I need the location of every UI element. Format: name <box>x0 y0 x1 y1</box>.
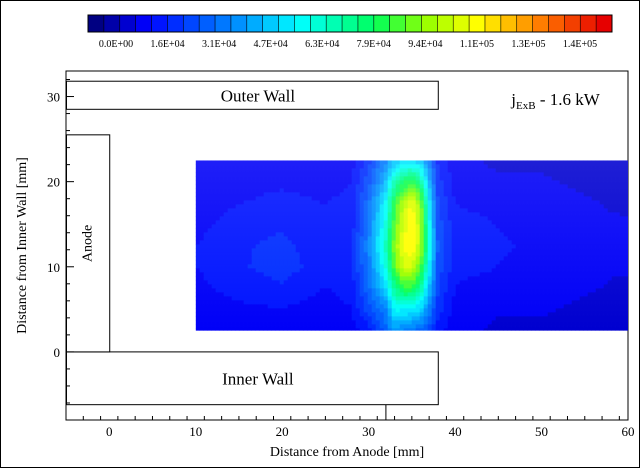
colorbar-segment <box>437 15 454 32</box>
outer-wall-label: Outer Wall <box>221 86 296 105</box>
colorbar-segment <box>88 15 105 32</box>
anode-shape <box>66 134 111 353</box>
inner-wall-label: Inner Wall <box>222 369 294 388</box>
colorbar-segment <box>453 15 470 32</box>
outer-wall-shape <box>66 80 439 110</box>
colorbar-segment <box>532 15 549 32</box>
colorbar-segment <box>564 15 581 32</box>
annotation-main: j <box>510 90 516 109</box>
chart-annotation: jExB - 1.6 kW <box>510 90 600 112</box>
x-tick-label: 40 <box>449 424 462 439</box>
colorbar-segment <box>342 15 359 32</box>
y-axis-label: Distance from Inner Wall [mm] <box>15 157 30 334</box>
colorbar-segment <box>389 15 407 32</box>
colorbar-tick-label: 0.0E+00 <box>99 39 133 50</box>
x-axis: 0 10 20 30 40 50 60 <box>65 416 635 439</box>
colorbar-tick-label: 3.1E+04 <box>202 39 236 50</box>
colorbar-segment <box>326 15 343 32</box>
colorbar-segment <box>215 15 232 32</box>
x-tick-label: 20 <box>276 424 289 439</box>
colorbar-segment <box>469 15 486 32</box>
anode-label: Anode <box>81 225 96 262</box>
y-tick-label: 20 <box>47 175 60 190</box>
colorbar-segment <box>548 15 565 32</box>
colorbar-segment <box>199 15 216 32</box>
x-tick-label: 50 <box>535 424 548 439</box>
colorbar-segment <box>421 15 438 32</box>
x-tick-label: 60 <box>622 424 635 439</box>
colorbar-tick-label: 1.3E+05 <box>511 39 545 50</box>
colorbar-border <box>87 14 613 33</box>
colorbar-segment <box>294 15 311 32</box>
y-tick-label: 30 <box>47 90 60 105</box>
x-tick-label: 0 <box>106 424 113 439</box>
colorbar: 0.0E+00 1.6E+04 3.1E+04 4.7E+04 6.3E+04 7.9E+… <box>87 14 613 50</box>
colorbar-segment <box>580 15 597 32</box>
colorbar-segment <box>103 15 121 32</box>
colorbar-segment <box>357 15 375 32</box>
colorbar-segment <box>119 15 137 32</box>
annotation-subscript: ExB <box>516 100 536 112</box>
colorbar-segment <box>230 15 248 32</box>
geometry-structures: Outer Wall Inner Wall Anode <box>66 80 439 420</box>
x-tick-label: 30 <box>362 424 375 439</box>
colorbar-segment <box>405 15 422 32</box>
x-tick-label: 10 <box>189 424 202 439</box>
colorbar-segment <box>310 15 327 32</box>
colorbar-tick-label: 7.9E+04 <box>357 39 391 50</box>
colorbar-segment <box>373 15 391 32</box>
y-tick-label: 0 <box>54 345 61 360</box>
colorbar-segment <box>262 15 280 32</box>
x-axis-label: Distance from Anode [mm] <box>270 445 424 460</box>
y-axis: 0 10 20 30 <box>47 79 74 421</box>
colorbar-segment <box>167 15 184 32</box>
colorbar-tick-label: 1.1E+05 <box>460 39 494 50</box>
heatmap-field <box>195 160 628 331</box>
colorbar-segment <box>484 15 502 32</box>
colorbar-tick-label: 9.4E+04 <box>408 39 442 50</box>
colorbar-tick-label: 1.4E+05 <box>563 39 597 50</box>
heat-sheen <box>195 160 628 331</box>
y-tick-label: 10 <box>47 260 60 275</box>
colorbar-segment <box>596 15 613 32</box>
colorbar-tick-label: 6.3E+04 <box>305 39 339 50</box>
colorbar-segment <box>500 15 518 32</box>
colorbar-segment <box>278 15 295 32</box>
inner-wall-shape <box>66 351 439 406</box>
colorbar-segment <box>135 15 153 32</box>
colorbar-segment <box>183 15 200 32</box>
colorbar-segment <box>151 15 168 32</box>
annotation-suffix: - 1.6 kW <box>536 90 601 109</box>
colorbar-segment <box>516 15 534 32</box>
colorbar-tick-label: 4.7E+04 <box>254 39 288 50</box>
colorbar-tick-label: 1.6E+04 <box>150 39 184 50</box>
colorbar-segment <box>246 15 264 32</box>
